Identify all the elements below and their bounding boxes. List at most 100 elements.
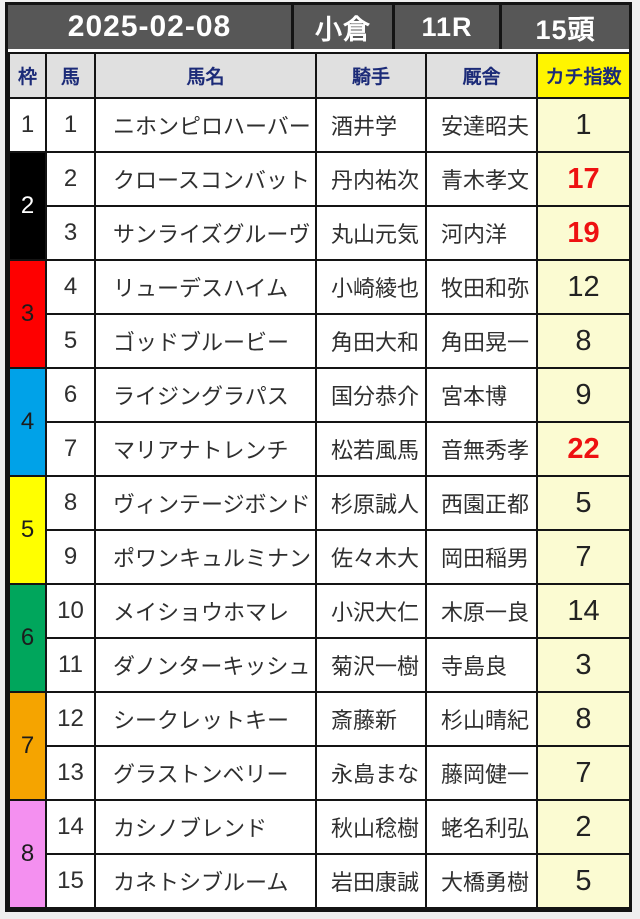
jockey-name: 小沢大仁 xyxy=(315,583,427,639)
table-row: 3 サンライズグルーヴ 丸山元気 河内洋 19 xyxy=(9,205,631,261)
index-value: 22 xyxy=(536,421,631,477)
frame-cell-7: 7 xyxy=(8,691,47,801)
horse-name: カネトシブルーム xyxy=(94,853,317,909)
horse-name: ライジングラパス xyxy=(94,367,317,423)
horse-name: クロースコンバット xyxy=(94,151,317,207)
jockey-name: 酒井学 xyxy=(315,97,427,153)
col-jockey: 騎手 xyxy=(315,52,427,99)
race-headcount: 15頭 xyxy=(502,5,629,49)
horse-name: グラストンベリー xyxy=(94,745,317,801)
race-card-table: 2025-02-08 小倉 11R 15頭 枠 馬 馬名 騎手 厩舎 カチ指数 … xyxy=(5,2,632,912)
trainer-name: 西園正都 xyxy=(425,475,538,531)
table-row: 1 1 ニホンピロハーバー 酒井学 安達昭夫 1 xyxy=(8,97,631,153)
frame-cell-8: 8 xyxy=(8,799,47,909)
column-header-row: 枠 馬 馬名 騎手 厩舎 カチ指数 xyxy=(8,52,631,99)
race-venue: 小倉 xyxy=(294,5,395,49)
horse-number: 15 xyxy=(45,853,96,909)
horse-number: 14 xyxy=(45,799,96,855)
horse-number: 3 xyxy=(45,205,96,261)
col-frame: 枠 xyxy=(8,52,47,99)
index-value: 2 xyxy=(536,799,631,855)
trainer-name: 杉山晴紀 xyxy=(425,691,538,747)
trainer-name: 河内洋 xyxy=(425,205,538,261)
trainer-name: 木原一良 xyxy=(425,583,538,639)
race-date: 2025-02-08 xyxy=(8,5,294,49)
trainer-name: 大橋勇樹 xyxy=(425,853,538,909)
table-row: 8 14 カシノブレンド 秋山稔樹 蛯名利弘 2 xyxy=(8,799,631,909)
table-row: 5 ゴッドブルービー 角田大和 角田晃一 8 xyxy=(9,313,631,369)
horse-name: リューデスハイム xyxy=(94,259,317,315)
horse-number: 2 xyxy=(45,151,96,207)
index-value: 5 xyxy=(536,475,631,531)
col-stable: 厩舎 xyxy=(425,52,538,99)
table-row: 5 8 ヴィンテージボンド 杉原誠人 西園正都 5 xyxy=(8,475,631,585)
horse-number: 10 xyxy=(45,583,96,639)
horse-name: シークレットキー xyxy=(94,691,317,747)
horse-number: 5 xyxy=(45,313,96,369)
horse-number: 4 xyxy=(45,259,96,315)
jockey-name: 佐々木大 xyxy=(315,529,427,585)
jockey-name: 松若風馬 xyxy=(315,421,427,477)
frame-cell-5: 5 xyxy=(8,475,47,585)
jockey-name: 国分恭介 xyxy=(315,367,427,423)
table-row: 15 カネトシブルーム 岩田康誠 大橋勇樹 5 xyxy=(9,853,631,909)
horse-number: 9 xyxy=(45,529,96,585)
trainer-name: 青木孝文 xyxy=(425,151,538,207)
index-value: 1 xyxy=(536,97,631,153)
jockey-name: 永島まな xyxy=(315,745,427,801)
jockey-name: 丹内祐次 xyxy=(315,151,427,207)
horse-name: ニホンピロハーバー xyxy=(94,97,317,153)
index-value: 5 xyxy=(536,853,631,909)
index-value: 14 xyxy=(536,583,631,639)
jockey-name: 杉原誠人 xyxy=(315,475,427,531)
horse-number: 7 xyxy=(45,421,96,477)
trainer-name: 寺島良 xyxy=(425,637,538,693)
trainer-name: 音無秀孝 xyxy=(425,421,538,477)
horse-number: 12 xyxy=(45,691,96,747)
trainer-name: 蛯名利弘 xyxy=(425,799,538,855)
table-row: 3 4 リューデスハイム 小崎綾也 牧田和弥 12 xyxy=(8,259,631,369)
index-value: 12 xyxy=(536,259,631,315)
table-row: 6 10 メイショウホマレ 小沢大仁 木原一良 14 xyxy=(8,583,631,693)
horse-name: ダノンターキッシュ xyxy=(94,637,317,693)
trainer-name: 宮本博 xyxy=(425,367,538,423)
horse-number: 11 xyxy=(45,637,96,693)
frame-cell-4: 4 xyxy=(8,367,47,477)
jockey-name: 角田大和 xyxy=(315,313,427,369)
trainer-name: 岡田稲男 xyxy=(425,529,538,585)
entries-table: 枠 馬 馬名 騎手 厩舎 カチ指数 1 1 ニホンピロハーバー 酒井学 安達昭夫… xyxy=(8,52,631,909)
trainer-name: 牧田和弥 xyxy=(425,259,538,315)
frame-cell-3: 3 xyxy=(8,259,47,369)
table-row: 7 12 シークレットキー 斎藤新 杉山晴紀 8 xyxy=(8,691,631,801)
horse-name: ゴッドブルービー xyxy=(94,313,317,369)
jockey-name: 斎藤新 xyxy=(315,691,427,747)
trainer-name: 藤岡健一 xyxy=(425,745,538,801)
race-title-bar: 2025-02-08 小倉 11R 15頭 xyxy=(8,5,629,52)
index-value: 8 xyxy=(536,691,631,747)
frame-cell-2: 2 xyxy=(8,151,47,261)
col-horse-no: 馬 xyxy=(45,52,96,99)
table-row: 11 ダノンターキッシュ 菊沢一樹 寺島良 3 xyxy=(9,637,631,693)
table-row: 2 2 クロースコンバット 丹内祐次 青木孝文 17 xyxy=(8,151,631,261)
index-value: 8 xyxy=(536,313,631,369)
index-value: 7 xyxy=(536,745,631,801)
horse-name: ヴィンテージボンド xyxy=(94,475,317,531)
horse-name: カシノブレンド xyxy=(94,799,317,855)
jockey-name: 丸山元気 xyxy=(315,205,427,261)
col-horse-name: 馬名 xyxy=(94,52,317,99)
table-row: 4 6 ライジングラパス 国分恭介 宮本博 9 xyxy=(8,367,631,477)
horse-name: ポワンキュルミナン xyxy=(94,529,317,585)
frame-cell-1: 1 xyxy=(8,97,47,153)
trainer-name: 角田晃一 xyxy=(425,313,538,369)
table-row: 13 グラストンベリー 永島まな 藤岡健一 7 xyxy=(9,745,631,801)
horse-number: 6 xyxy=(45,367,96,423)
frame-cell-6: 6 xyxy=(8,583,47,693)
jockey-name: 菊沢一樹 xyxy=(315,637,427,693)
table-row: 7 マリアナトレンチ 松若風馬 音無秀孝 22 xyxy=(9,421,631,477)
horse-name: サンライズグルーヴ xyxy=(94,205,317,261)
index-value: 19 xyxy=(536,205,631,261)
table-row: 9 ポワンキュルミナン 佐々木大 岡田稲男 7 xyxy=(9,529,631,585)
horse-name: マリアナトレンチ xyxy=(94,421,317,477)
jockey-name: 秋山稔樹 xyxy=(315,799,427,855)
index-value: 17 xyxy=(536,151,631,207)
